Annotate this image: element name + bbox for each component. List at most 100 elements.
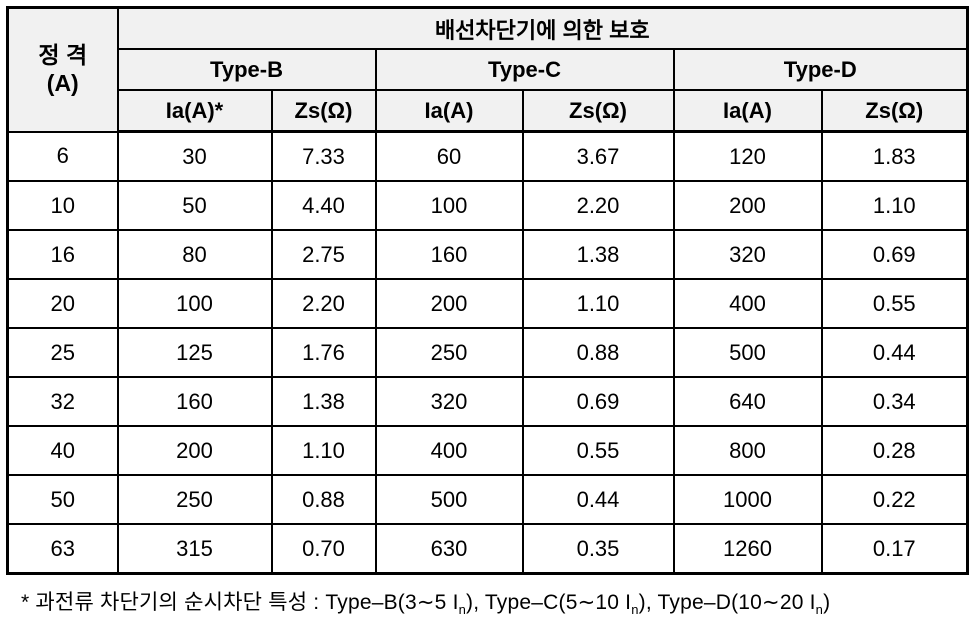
rating-header-line2: (A) — [46, 69, 79, 96]
value-cell: 640 — [672, 376, 823, 427]
type-d-ia-header: Ia(A) — [672, 89, 823, 133]
value-cell: 0.34 — [820, 376, 969, 427]
rating-column-header: 정 격 (A) — [6, 6, 119, 133]
footnote-text: ), Type–D(10∼20 I — [638, 591, 816, 614]
value-cell: 800 — [672, 425, 823, 476]
table-row: 25 125 1.76 250 0.88 500 0.44 — [6, 327, 969, 378]
table-row: 40 200 1.10 400 0.55 800 0.28 — [6, 425, 969, 476]
value-cell: 0.55 — [820, 278, 969, 329]
value-cell: 315 — [116, 523, 273, 575]
table-row: 10 50 4.40 100 2.20 200 1.10 — [6, 180, 969, 231]
value-cell: 1.10 — [270, 425, 377, 476]
value-cell: 7.33 — [270, 130, 377, 182]
footnote-subscript-n: n — [458, 602, 467, 618]
type-d-zs-header: Zs(Ω) — [820, 89, 969, 133]
value-cell: 1.10 — [521, 278, 675, 329]
value-cell: 100 — [374, 180, 524, 231]
table-row: 16 80 2.75 160 1.38 320 0.69 — [6, 229, 969, 280]
type-d-header: Type-D — [672, 48, 969, 91]
value-cell: 0.22 — [820, 474, 969, 525]
value-cell: 320 — [672, 229, 823, 280]
subheader-row: Ia(A)* Zs(Ω) Ia(A) Zs(Ω) Ia(A) Zs(Ω) — [8, 89, 969, 133]
footnote-subscript-n: n — [631, 602, 639, 618]
value-cell: 80 — [116, 229, 273, 280]
value-cell: 0.69 — [521, 376, 675, 427]
table-row: 20 100 2.20 200 1.10 400 0.55 — [6, 278, 969, 329]
table-body: 6 30 7.33 60 3.67 120 1.83 10 50 4.40 100 2.20 200 1.… — [6, 130, 969, 575]
value-cell: 60 — [374, 130, 524, 182]
value-cell: 1.76 — [270, 327, 377, 378]
table-row: 63 315 0.70 630 0.35 1260 0.17 — [6, 523, 969, 575]
value-cell: 0.44 — [521, 474, 675, 525]
type-header-row: Type-B Type-C Type-D — [8, 48, 969, 91]
value-cell: 0.70 — [270, 523, 377, 575]
rating-cell: 16 — [6, 229, 119, 280]
value-cell: 1000 — [672, 474, 823, 525]
value-cell: 320 — [374, 376, 524, 427]
value-cell: 200 — [116, 425, 273, 476]
group-header-row: 정 격 (A) 배선차단기에 의한 보호 — [6, 6, 969, 133]
value-cell: 1.38 — [521, 229, 675, 280]
value-cell: 2.20 — [270, 278, 377, 329]
value-cell: 100 — [116, 278, 273, 329]
value-cell: 0.44 — [820, 327, 969, 378]
table-row: 6 30 7.33 60 3.67 120 1.83 — [6, 130, 969, 182]
type-b-zs-header: Zs(Ω) — [270, 89, 377, 133]
value-cell: 2.20 — [521, 180, 675, 231]
rating-cell: 63 — [6, 523, 119, 575]
value-cell: 125 — [116, 327, 273, 378]
value-cell: 1260 — [672, 523, 823, 575]
footnote-text: * 과전류 차단기의 순시차단 특성 : Type–B(3∼5 I — [21, 591, 459, 614]
value-cell: 3.67 — [521, 130, 675, 182]
value-cell: 1.38 — [270, 376, 377, 427]
value-cell: 200 — [374, 278, 524, 329]
footnote-text: ) — [823, 591, 831, 614]
value-cell: 630 — [374, 523, 524, 575]
value-cell: 30 — [116, 130, 273, 182]
value-cell: 0.88 — [270, 474, 377, 525]
rating-cell: 25 — [6, 327, 119, 378]
rating-cell: 40 — [6, 425, 119, 476]
value-cell: 0.28 — [820, 425, 969, 476]
rating-cell: 10 — [6, 180, 119, 231]
type-c-header: Type-C — [374, 48, 675, 91]
footnote: * 과전류 차단기의 순시차단 특성 : Type–B(3∼5 In), Typ… — [21, 586, 965, 616]
value-cell: 50 — [116, 180, 273, 231]
value-cell: 500 — [672, 327, 823, 378]
breaker-protection-table: 정 격 (A) 배선차단기에 의한 보호 Type-B Type-C Type-… — [6, 6, 970, 575]
value-cell: 400 — [374, 425, 524, 476]
table-row: 32 160 1.38 320 0.69 640 0.34 — [6, 376, 969, 427]
value-cell: 0.35 — [521, 523, 675, 575]
value-cell: 250 — [374, 327, 524, 378]
type-b-header: Type-B — [116, 48, 377, 91]
value-cell: 400 — [672, 278, 823, 329]
rating-cell: 20 — [6, 278, 119, 329]
rating-cell: 32 — [6, 376, 119, 427]
type-c-zs-header: Zs(Ω) — [521, 89, 675, 133]
rating-cell: 50 — [6, 474, 119, 525]
value-cell: 250 — [116, 474, 273, 525]
value-cell: 160 — [374, 229, 524, 280]
table-header: 정 격 (A) 배선차단기에 의한 보호 Type-B Type-C Type-… — [6, 6, 969, 133]
rating-header-line1: 정 격 — [38, 42, 88, 69]
value-cell: 160 — [116, 376, 273, 427]
value-cell: 0.69 — [820, 229, 969, 280]
value-cell: 4.40 — [270, 180, 377, 231]
value-cell: 2.75 — [270, 229, 377, 280]
type-b-ia-header: Ia(A)* — [116, 89, 273, 133]
value-cell: 1.83 — [820, 130, 969, 182]
value-cell: 120 — [672, 130, 823, 182]
value-cell: 0.88 — [521, 327, 675, 378]
value-cell: 200 — [672, 180, 823, 231]
table-row: 50 250 0.88 500 0.44 1000 0.22 — [6, 474, 969, 525]
value-cell: 0.17 — [820, 523, 969, 575]
value-cell: 500 — [374, 474, 524, 525]
footnote-text: ), Type–C(5∼10 I — [466, 591, 632, 614]
footnote-subscript-n: n — [815, 602, 824, 618]
type-c-ia-header: Ia(A) — [374, 89, 524, 133]
rating-cell: 6 — [6, 130, 119, 182]
value-cell: 0.55 — [521, 425, 675, 476]
value-cell: 1.10 — [820, 180, 969, 231]
group-header: 배선차단기에 의한 보호 — [116, 6, 969, 50]
